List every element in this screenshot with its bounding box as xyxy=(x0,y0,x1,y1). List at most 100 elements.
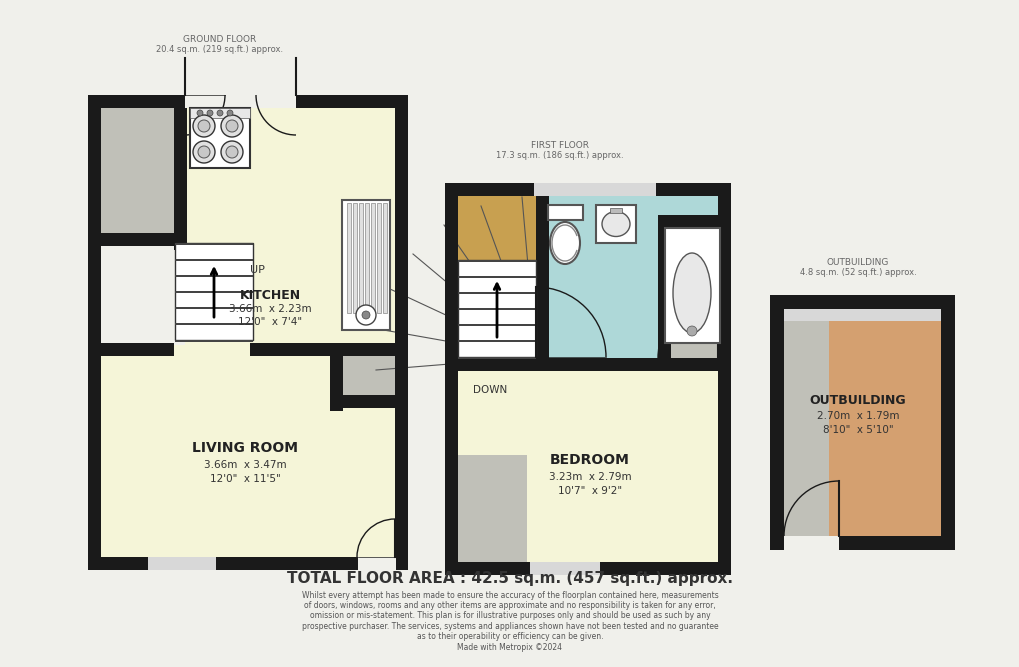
Bar xyxy=(190,108,250,168)
Bar xyxy=(458,260,535,262)
Text: 3.66m  x 2.23m: 3.66m x 2.23m xyxy=(228,304,311,314)
Bar xyxy=(534,183,655,196)
Bar xyxy=(457,455,527,565)
Bar xyxy=(659,215,730,360)
Bar xyxy=(458,340,535,342)
Bar xyxy=(382,203,386,313)
Bar xyxy=(99,98,184,236)
Bar xyxy=(296,95,408,108)
Bar xyxy=(784,309,828,536)
Bar xyxy=(784,309,941,536)
Bar xyxy=(175,307,253,309)
Text: 12'0"  x 7'4": 12'0" x 7'4" xyxy=(237,317,302,327)
Bar xyxy=(88,343,174,356)
Bar xyxy=(444,562,731,575)
Bar xyxy=(175,323,253,325)
Bar xyxy=(175,340,253,342)
Bar xyxy=(190,108,250,118)
Bar xyxy=(444,183,458,575)
Text: TOTAL FLOOR AREA : 42.5 sq.m. (457 sq.ft.) approx.: TOTAL FLOOR AREA : 42.5 sq.m. (457 sq.ft… xyxy=(286,572,733,586)
Ellipse shape xyxy=(673,253,710,333)
Text: KITCHEN: KITCHEN xyxy=(239,289,301,301)
Bar xyxy=(444,183,731,196)
Bar xyxy=(184,95,296,108)
Text: 4.8 sq.m. (52 sq.ft.) approx.: 4.8 sq.m. (52 sq.ft.) approx. xyxy=(799,268,915,277)
Bar xyxy=(458,357,535,359)
Circle shape xyxy=(193,141,215,163)
Bar xyxy=(365,203,369,313)
Bar xyxy=(664,228,719,343)
Bar xyxy=(175,243,253,245)
Bar xyxy=(769,295,954,550)
Bar xyxy=(394,95,408,570)
Text: as to their operability or efficiency can be given.: as to their operability or efficiency ca… xyxy=(417,632,602,642)
Bar xyxy=(175,275,253,277)
Text: 2.70m  x 1.79m: 2.70m x 1.79m xyxy=(816,411,899,421)
Text: Whilst every attempt has been made to ensure the accuracy of the floorplan conta: Whilst every attempt has been made to en… xyxy=(302,590,717,600)
Bar xyxy=(175,291,253,293)
Text: OUTBUILDING: OUTBUILDING xyxy=(826,258,889,267)
Bar xyxy=(457,193,536,360)
Bar xyxy=(330,343,342,411)
Bar xyxy=(458,260,535,357)
Text: prospective purchaser. The services, systems and appliances shown have not been : prospective purchaser. The services, sys… xyxy=(302,622,717,631)
Text: 10'7"  x 9'2": 10'7" x 9'2" xyxy=(557,486,622,496)
Circle shape xyxy=(198,120,210,132)
Bar xyxy=(174,95,186,250)
Bar xyxy=(784,309,941,321)
Bar xyxy=(609,208,622,213)
Bar xyxy=(346,203,351,313)
Bar xyxy=(444,358,731,371)
Bar xyxy=(657,215,671,371)
Text: BEDROOM: BEDROOM xyxy=(549,453,630,467)
Circle shape xyxy=(221,141,243,163)
Circle shape xyxy=(221,115,243,137)
Bar xyxy=(175,259,253,261)
Bar xyxy=(250,343,408,356)
Text: UP: UP xyxy=(250,265,265,275)
Bar xyxy=(359,203,363,313)
Circle shape xyxy=(207,110,213,116)
Text: 12'0"  x 11'5": 12'0" x 11'5" xyxy=(210,474,280,484)
Bar xyxy=(184,98,396,345)
Bar xyxy=(339,345,396,405)
Bar xyxy=(88,557,394,570)
Bar xyxy=(530,562,599,575)
Bar xyxy=(175,243,253,340)
Bar xyxy=(88,233,174,246)
Circle shape xyxy=(227,110,232,116)
Bar xyxy=(99,345,396,563)
Bar xyxy=(547,205,583,220)
Circle shape xyxy=(687,326,696,336)
Bar xyxy=(784,536,839,550)
Bar xyxy=(353,203,357,313)
Bar xyxy=(657,215,731,228)
Bar xyxy=(341,200,389,330)
Ellipse shape xyxy=(601,211,630,237)
Circle shape xyxy=(226,146,237,158)
Bar xyxy=(148,557,216,570)
Bar xyxy=(457,360,718,565)
Circle shape xyxy=(198,146,210,158)
Bar xyxy=(88,95,174,108)
Text: of doors, windows, rooms and any other items are approximate and no responsibili: of doors, windows, rooms and any other i… xyxy=(304,601,715,610)
Text: DOWN: DOWN xyxy=(473,385,506,395)
Bar xyxy=(458,308,535,310)
Bar xyxy=(535,183,548,358)
Circle shape xyxy=(226,120,237,132)
Bar xyxy=(458,276,535,278)
Text: 3.66m  x 3.47m: 3.66m x 3.47m xyxy=(204,460,286,470)
Text: Made with Metropix ©2024: Made with Metropix ©2024 xyxy=(458,643,561,652)
Text: FIRST FLOOR: FIRST FLOOR xyxy=(531,141,588,150)
Text: 8'10"  x 5'10": 8'10" x 5'10" xyxy=(822,425,893,435)
Text: OUTBUILDING: OUTBUILDING xyxy=(809,394,906,406)
Text: 3.23m  x 2.79m: 3.23m x 2.79m xyxy=(548,472,631,482)
Bar xyxy=(371,203,375,313)
Circle shape xyxy=(356,305,376,325)
Bar xyxy=(88,95,101,570)
Circle shape xyxy=(197,110,203,116)
Bar xyxy=(458,292,535,294)
Ellipse shape xyxy=(549,222,580,264)
Bar xyxy=(717,183,731,575)
Circle shape xyxy=(362,311,370,319)
